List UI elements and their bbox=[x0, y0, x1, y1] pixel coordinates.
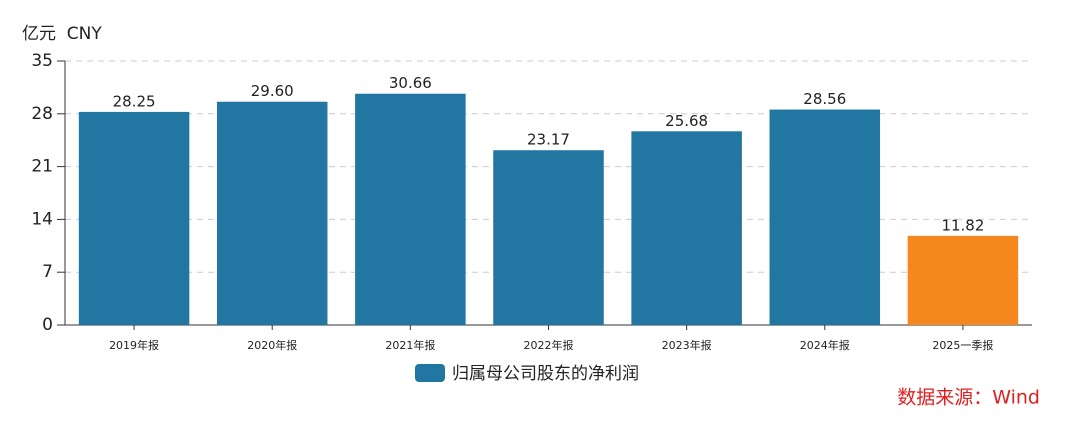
y-tick-label: 7 bbox=[42, 262, 53, 282]
bar bbox=[907, 235, 1019, 325]
x-tick-label: 2019年报 bbox=[109, 338, 159, 352]
source-note: 数据来源：Wind bbox=[897, 387, 1040, 409]
bar bbox=[216, 101, 328, 325]
x-tick-label: 2022年报 bbox=[524, 338, 574, 352]
bar bbox=[355, 93, 466, 326]
legend-label: 归属母公司股东的净利润 bbox=[452, 364, 639, 384]
y-tick-label: 14 bbox=[31, 209, 53, 229]
bar bbox=[769, 109, 881, 326]
value-label: 11.82 bbox=[941, 216, 984, 234]
value-label: 30.66 bbox=[389, 74, 432, 92]
x-tick-label: 2024年报 bbox=[800, 338, 850, 352]
bar bbox=[631, 131, 742, 325]
legend-swatch bbox=[415, 364, 445, 382]
value-label: 25.68 bbox=[665, 112, 708, 130]
x-tick-label: 2021年报 bbox=[385, 338, 435, 352]
x-tick-label: 2023年报 bbox=[662, 338, 712, 352]
bar bbox=[78, 111, 190, 326]
x-tick-label: 2025一季报 bbox=[932, 338, 993, 352]
x-tick-label: 2020年报 bbox=[247, 338, 297, 352]
y-tick-label: 35 bbox=[31, 51, 53, 71]
value-label: 23.17 bbox=[527, 131, 570, 149]
value-label: 29.60 bbox=[251, 82, 294, 100]
value-label: 28.56 bbox=[803, 90, 846, 108]
bar bbox=[493, 150, 604, 325]
y-tick-label: 21 bbox=[31, 157, 53, 177]
value-label: 28.25 bbox=[113, 92, 156, 110]
y-tick-label: 28 bbox=[31, 104, 53, 124]
y-tick-label: 0 bbox=[42, 315, 53, 335]
y-axis-unit: 亿元 CNY bbox=[22, 24, 102, 44]
